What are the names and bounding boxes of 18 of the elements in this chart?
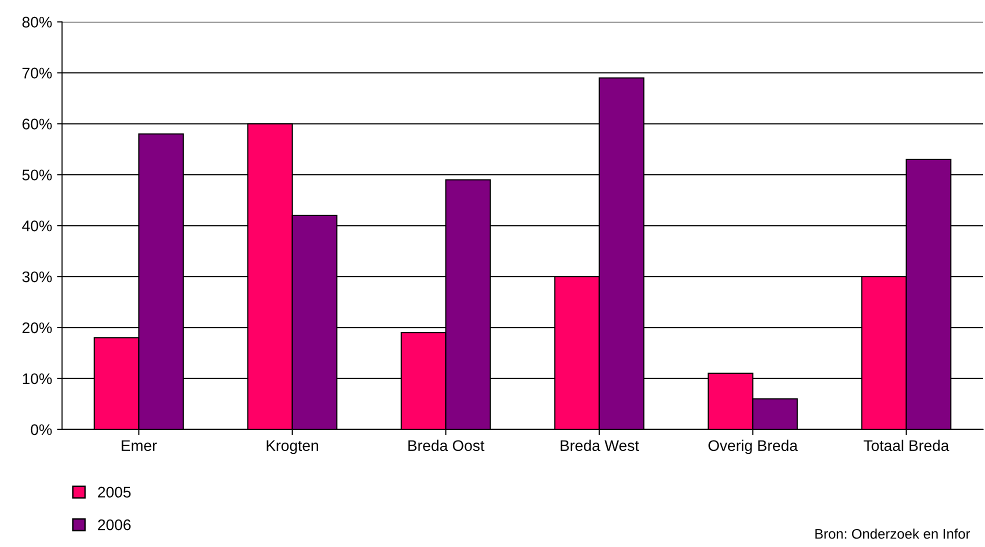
y-tick-label: 70%	[22, 68, 52, 79]
x-tick-label: Emer	[122, 440, 157, 452]
x-tick-label: Breda West	[560, 440, 639, 452]
y-tick-label: 10%	[22, 373, 52, 384]
x-tick-label: Krogten	[266, 440, 318, 454]
x-tick-label: Breda Oost	[408, 440, 484, 452]
legend-label: 2006	[98, 519, 131, 530]
y-tick-label: 30%	[22, 271, 52, 282]
y-tick-label: 20%	[22, 322, 52, 334]
y-tick-label: 60%	[22, 118, 52, 130]
x-tick-label: Overig Breda	[708, 440, 798, 454]
y-tick-label: 50%	[22, 170, 52, 180]
y-tick-label: 80%	[22, 16, 52, 28]
x-tick-label: Totaal Breda	[864, 440, 950, 452]
y-tick-label: 0%	[30, 424, 52, 436]
text: Bron: Onderzoek en Infor	[815, 528, 970, 539]
y-tick-label: 40%	[22, 220, 52, 232]
legend-label: 2005	[98, 486, 131, 498]
